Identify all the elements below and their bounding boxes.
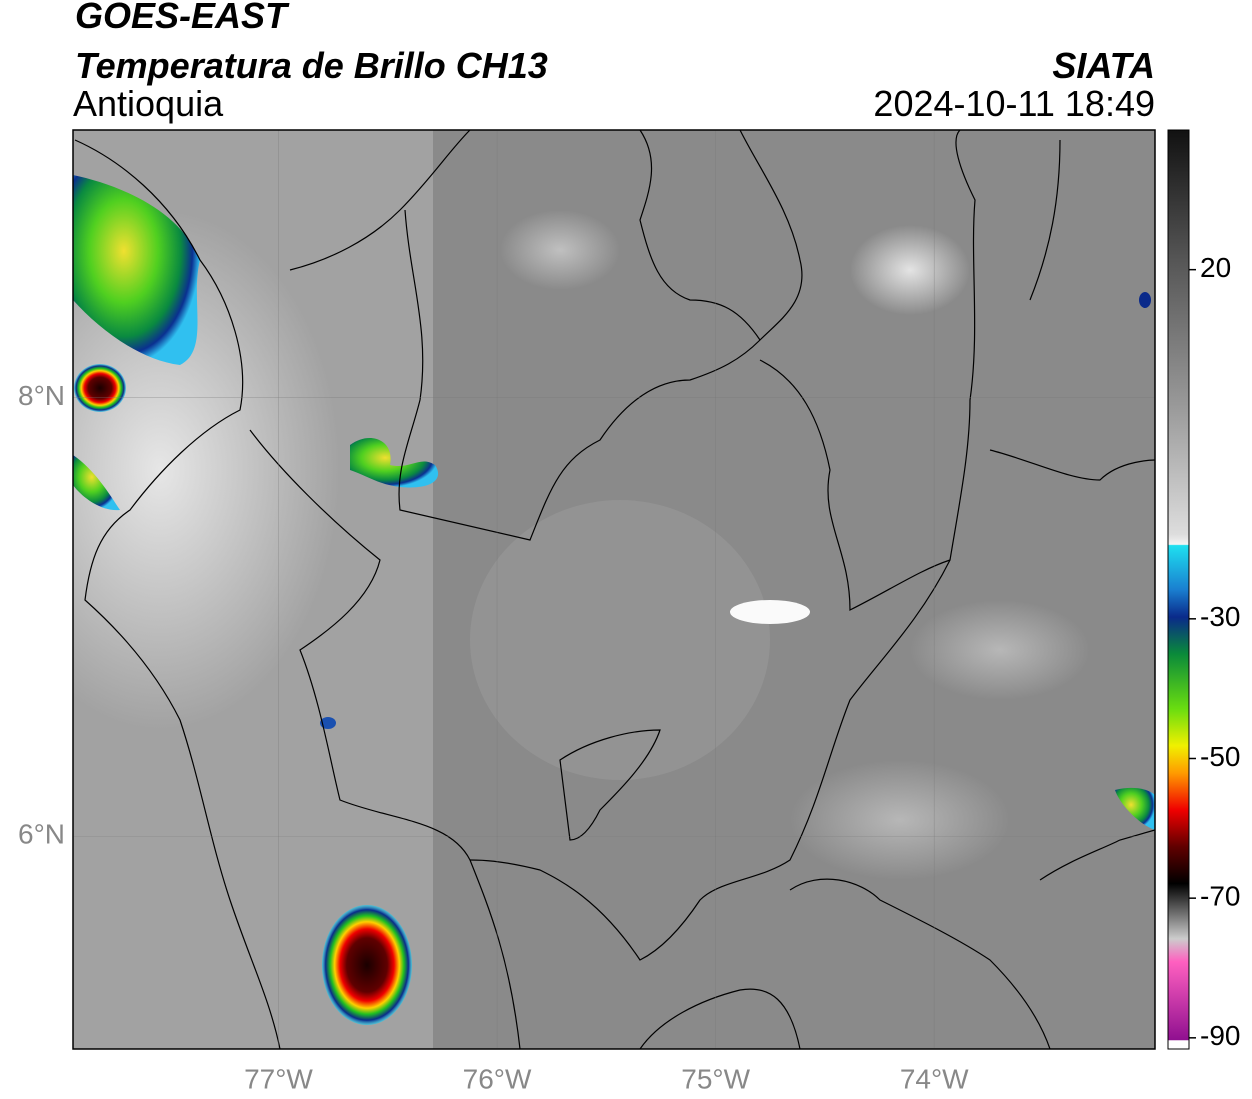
x-tick-label: 75°W [681, 1063, 750, 1094]
colorbar-tick-label: -30 [1200, 601, 1240, 632]
graticule [73, 130, 1155, 1049]
subtitle: Temperatura de Brillo CH13 [75, 45, 548, 86]
y-tick-label: 6°N [18, 819, 65, 850]
colorbar-tick-label: -50 [1200, 741, 1240, 772]
colorbar-tick-label: 20 [1200, 252, 1231, 283]
map-frame [72, 129, 1156, 1050]
x-tick-label: 74°W [900, 1063, 969, 1094]
title: GOES-EAST [75, 0, 290, 36]
x-tick-label: 76°W [463, 1063, 532, 1094]
colorbar-tick-label: -90 [1200, 1020, 1240, 1051]
datetime: 2024-10-11 18:49 [873, 83, 1155, 124]
source: SIATA [1052, 45, 1155, 86]
map-imagery [73, 130, 1155, 1049]
y-tick-label: 8°N [18, 380, 65, 411]
borders [74, 130, 1155, 1049]
colorbar [1167, 129, 1190, 1050]
x-tick-label: 77°W [244, 1063, 313, 1094]
region: Antioquia [73, 83, 224, 124]
colorbar-tick-label: -70 [1200, 881, 1240, 912]
